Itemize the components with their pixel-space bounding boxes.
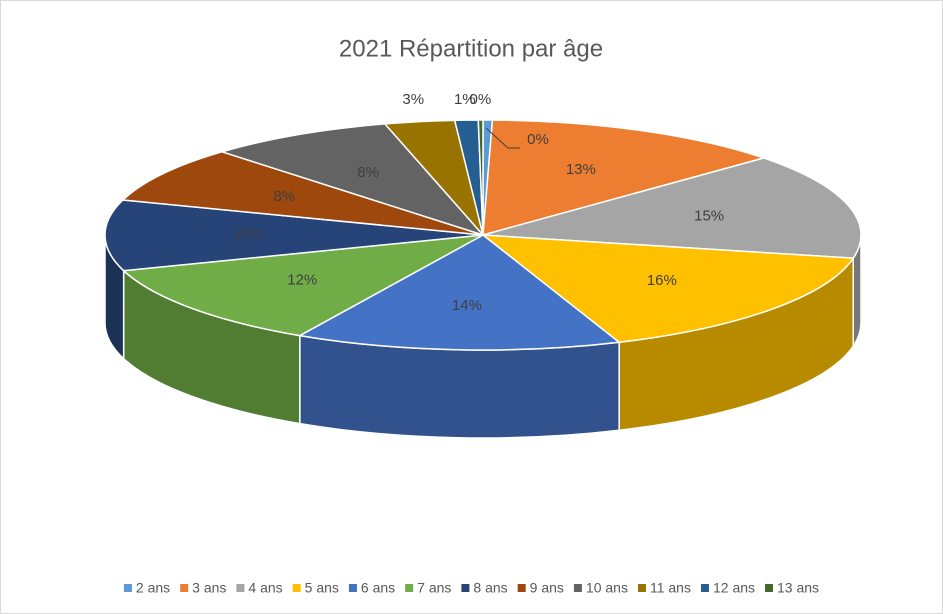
- data-label: 3%: [402, 91, 424, 108]
- legend-label: 13 ans: [777, 580, 819, 596]
- legend-swatch: [765, 584, 774, 592]
- data-label: 15%: [694, 207, 724, 224]
- legend-label: 2 ans: [136, 580, 170, 596]
- data-label: 8%: [357, 164, 379, 181]
- slice: [297, 234, 622, 351]
- chart-title: 2021 Répartition par âge: [339, 35, 603, 62]
- legend-label: 10 ans: [586, 580, 628, 596]
- data-label: 8%: [273, 188, 295, 205]
- data-label: 12%: [287, 271, 317, 288]
- legend-label: 6 ans: [361, 580, 395, 596]
- legend-label: 7 ans: [417, 580, 451, 596]
- legend-label: 8 ans: [473, 580, 507, 596]
- legend-label: 9 ans: [530, 580, 564, 596]
- data-label: 0%: [470, 91, 492, 108]
- legend-label: 12 ans: [713, 580, 755, 596]
- legend: 2 ans 3 ans 4 ans 5 ans 6 ans 7 ans 8 ans 9 ans…: [123, 580, 819, 596]
- legend-swatch: [236, 584, 245, 592]
- legend-label: 4 ans: [248, 580, 282, 596]
- legend-swatch: [461, 584, 470, 592]
- legend-swatch: [292, 584, 301, 592]
- data-label: 0%: [527, 131, 549, 148]
- data-label: 16%: [647, 272, 677, 289]
- slice: [477, 119, 484, 236]
- slice: [482, 157, 862, 259]
- slice: [482, 119, 767, 237]
- slice: [104, 199, 484, 272]
- slice-side: [299, 334, 620, 439]
- legend-label: 11 ans: [650, 580, 691, 596]
- slice: [121, 234, 484, 337]
- data-label: 1%: [454, 91, 476, 108]
- legend-swatch: [517, 584, 526, 592]
- slice: [480, 234, 855, 344]
- leader-line: [485, 127, 520, 149]
- legend-swatch: [348, 584, 357, 592]
- legend-label: 5 ans: [305, 580, 339, 596]
- data-label: 13%: [566, 161, 596, 178]
- data-label: 14%: [452, 297, 482, 314]
- legend-swatch: [405, 584, 414, 592]
- data-label: 10%: [234, 226, 264, 243]
- legend-swatch: [637, 584, 646, 592]
- legend-swatch: [700, 584, 709, 592]
- slice: [219, 123, 486, 237]
- slice: [121, 151, 484, 236]
- legend-swatch: [180, 584, 189, 592]
- legend-label: 3 ans: [192, 580, 226, 596]
- legend-swatch: [573, 584, 582, 592]
- legend-swatch: [123, 584, 132, 592]
